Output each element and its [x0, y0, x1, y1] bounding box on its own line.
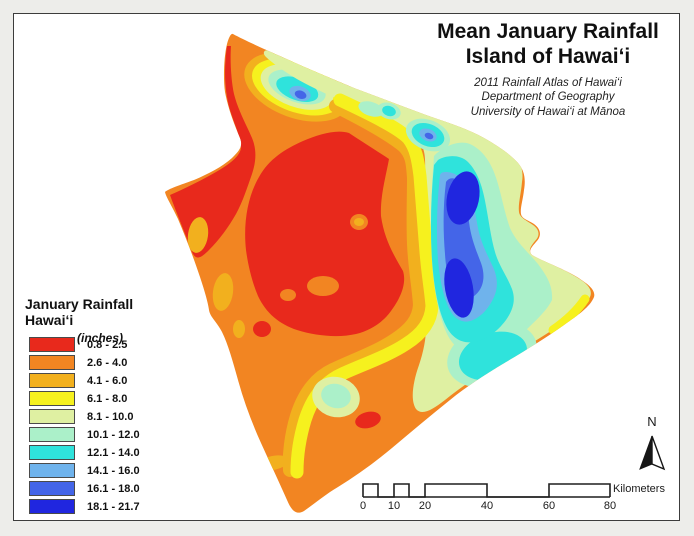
zone-amber-dot	[354, 218, 364, 226]
scale-unit-label: Kilometers	[613, 483, 665, 495]
north-arrow-icon	[639, 435, 666, 471]
zone-yellow-coast-strip	[548, 294, 590, 335]
map-credits: 2011 Rainfall Atlas of Hawai‘i Departmen…	[470, 76, 626, 118]
legend-range: 18.1 - 21.7	[87, 500, 140, 513]
north-label: N	[647, 414, 657, 429]
scale-tick-label: 40	[480, 500, 494, 512]
legend-range: 14.1 - 16.0	[87, 464, 140, 477]
title-block: Mean January Rainfall Island of Hawai‘i …	[400, 20, 694, 120]
scale-tick-label: 60	[542, 500, 556, 512]
legend-swatch	[29, 337, 75, 352]
legend-range: 2.6 - 4.0	[87, 356, 128, 369]
legend-range: 0.8 - 2.5	[87, 338, 128, 351]
legend-swatch	[29, 481, 75, 496]
zone-amber-patch	[212, 273, 234, 311]
legend-swatch	[29, 391, 75, 406]
legend-row: 8.1 - 10.0	[29, 409, 133, 424]
zone-darkblue-core-north	[446, 171, 480, 225]
zone-hamakua-blue	[424, 132, 434, 140]
zone-red-kona-coast	[200, 392, 227, 457]
zone-red-south-spot	[355, 411, 381, 429]
map-title: Mean January Rainfall Island of Hawai‘i	[437, 20, 659, 68]
legend-range: 4.1 - 6.0	[87, 374, 128, 387]
zone-red-spot	[253, 321, 271, 337]
legend-swatch	[29, 427, 75, 442]
legend-title: January Rainfall Hawai‘i	[25, 296, 134, 328]
zone-amber-patch	[233, 320, 245, 338]
legend-row: 16.1 - 18.0	[29, 481, 140, 496]
legend-row: 14.1 - 16.0	[29, 463, 140, 478]
zone-kau-core	[321, 383, 351, 409]
zone-hamakua-mint	[358, 101, 384, 117]
scale-tick-label: 10	[387, 500, 401, 512]
legend-row: 2.6 - 4.0	[29, 355, 127, 370]
legend-range: 12.1 - 14.0	[87, 446, 140, 459]
legend-swatch	[29, 373, 75, 388]
scale-tick-label: 0	[359, 500, 367, 512]
legend-row: 12.1 - 14.0	[29, 445, 140, 460]
zone-orange-hole	[307, 276, 339, 296]
legend-range: 8.1 - 10.0	[87, 410, 134, 423]
legend-row: 6.1 - 8.0	[29, 391, 127, 406]
zone-red-central	[245, 131, 405, 337]
legend-range: 10.1 - 12.0	[87, 428, 140, 441]
legend: January Rainfall Hawai‘i (inches)	[25, 296, 185, 345]
legend-swatch	[29, 409, 75, 424]
scale-tick-label: 20	[418, 500, 432, 512]
zone-amber-patch	[187, 217, 209, 253]
legend-row: 18.1 - 21.7	[29, 499, 140, 514]
legend-swatch	[29, 463, 75, 478]
zone-hamakua-cyan	[382, 105, 396, 117]
legend-units: (inches)	[76, 331, 123, 345]
legend-swatch	[29, 499, 75, 514]
scale-bar	[362, 483, 611, 498]
scale-tick-label: 80	[603, 500, 617, 512]
map-subtitle-line: Island of Hawai‘i	[465, 44, 631, 68]
legend-swatch	[29, 445, 75, 460]
zone-red-northwest	[170, 46, 256, 258]
legend-row: 10.1 - 12.0	[29, 427, 140, 442]
legend-range: 6.1 - 8.0	[87, 392, 128, 405]
legend-range: 16.1 - 18.0	[87, 482, 140, 495]
zone-orange-hole	[280, 289, 296, 301]
legend-row: 0.8 - 2.5	[29, 337, 127, 352]
legend-swatch	[29, 355, 75, 370]
legend-row: 4.1 - 6.0	[29, 373, 127, 388]
zone-darkblue-core-south	[444, 258, 474, 318]
